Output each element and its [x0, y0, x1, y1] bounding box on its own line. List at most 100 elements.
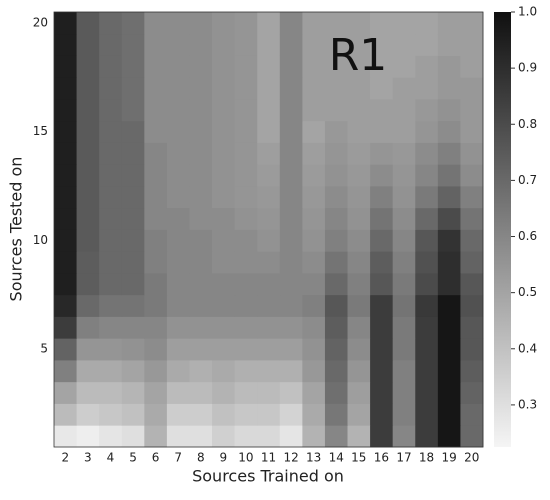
heatmap-cell — [212, 207, 236, 230]
y-tick-label: 20 — [33, 15, 48, 29]
heatmap-cell — [257, 273, 281, 296]
heatmap-cell — [415, 425, 439, 448]
heatmap-cell — [392, 142, 416, 165]
heatmap-cell — [392, 425, 416, 448]
heatmap-cell — [99, 251, 123, 274]
heatmap-cell — [324, 55, 348, 78]
heatmap-cell — [415, 186, 439, 209]
heatmap-cell — [54, 55, 77, 78]
heatmap-cell — [302, 316, 326, 339]
heatmap-cell — [76, 12, 100, 35]
heatmap-cell — [347, 186, 371, 209]
heatmap-cell — [99, 403, 123, 426]
heatmap-cell — [324, 186, 348, 209]
heatmap-cell — [370, 425, 394, 448]
heatmap-cell — [347, 403, 371, 426]
heatmap-cell — [302, 77, 326, 100]
heatmap-cell — [166, 294, 190, 317]
x-tick-label: 15 — [351, 451, 366, 465]
heatmap-cell — [76, 425, 100, 448]
heatmap-cell — [212, 229, 236, 252]
heatmap-cell — [347, 381, 371, 404]
heatmap-cell — [99, 294, 123, 317]
heatmap-cell — [54, 33, 77, 56]
heatmap-cell — [460, 360, 484, 383]
heatmap-cell — [392, 229, 416, 252]
heatmap-cell — [166, 360, 190, 383]
heatmap-cell — [415, 381, 439, 404]
heatmap-cell — [99, 55, 123, 78]
colorbar-tick-label: 0.6 — [518, 229, 537, 243]
heatmap-cell — [370, 55, 394, 78]
heatmap-cell — [166, 33, 190, 56]
heatmap-cell — [99, 207, 123, 230]
heatmap-cell — [189, 12, 213, 35]
heatmap-cell — [279, 12, 303, 35]
heatmap-cell — [54, 164, 77, 187]
heatmap-cell — [279, 273, 303, 296]
heatmap-cell — [212, 33, 236, 56]
heatmap-cell — [54, 403, 77, 426]
heatmap-cell — [121, 403, 145, 426]
heatmap-cell — [99, 120, 123, 143]
heatmap-cell — [370, 33, 394, 56]
heatmap-cell — [370, 207, 394, 230]
heatmap-cell — [212, 77, 236, 100]
heatmap-cell — [279, 99, 303, 122]
heatmap-cell — [302, 99, 326, 122]
heatmap-cell — [234, 55, 258, 78]
heatmap-cell — [324, 12, 348, 35]
heatmap-cell — [144, 120, 168, 143]
heatmap-cell — [166, 77, 190, 100]
heatmap-cell — [144, 338, 168, 361]
heatmap-cell — [166, 229, 190, 252]
heatmap-cell — [437, 12, 461, 35]
heatmap-cell — [212, 425, 236, 448]
heatmap-cell — [166, 120, 190, 143]
heatmap-cell — [460, 164, 484, 187]
heatmap-cell — [121, 381, 145, 404]
heatmap-cell — [324, 251, 348, 274]
heatmap-cell — [302, 120, 326, 143]
heatmap-cell — [347, 120, 371, 143]
heatmap-cell — [437, 273, 461, 296]
heatmap-cell — [54, 142, 77, 165]
heatmap-cell — [347, 77, 371, 100]
heatmap-cell — [370, 12, 394, 35]
heatmap-cell — [234, 33, 258, 56]
heatmap-cell — [415, 120, 439, 143]
heatmap-cell — [76, 229, 100, 252]
heatmap-cell — [76, 99, 100, 122]
heatmap-cell — [437, 316, 461, 339]
heatmap-cell — [189, 77, 213, 100]
heatmap-cell — [189, 186, 213, 209]
heatmap-cell — [54, 120, 77, 143]
x-tick-label: 14 — [329, 451, 344, 465]
heatmap-cell — [415, 273, 439, 296]
heatmap-cell — [302, 294, 326, 317]
heatmap-cell — [302, 273, 326, 296]
heatmap-cell — [234, 164, 258, 187]
heatmap-cell — [415, 338, 439, 361]
heatmap-cell — [189, 273, 213, 296]
heatmap-cell — [460, 207, 484, 230]
heatmap-cell — [76, 55, 100, 78]
heatmap-cell — [212, 120, 236, 143]
heatmap-cell — [324, 425, 348, 448]
heatmap-cell — [302, 425, 326, 448]
heatmap-cell — [415, 229, 439, 252]
heatmap-cell — [121, 338, 145, 361]
heatmap-cell — [76, 142, 100, 165]
heatmap-cell — [121, 273, 145, 296]
colorbar-tick-label: 1.0 — [518, 5, 537, 19]
heatmap-cell — [437, 360, 461, 383]
heatmap-cell — [370, 229, 394, 252]
heatmap-cell — [460, 99, 484, 122]
heatmap-cell — [144, 273, 168, 296]
heatmap-cell — [166, 273, 190, 296]
y-tick-label: 10 — [33, 233, 48, 247]
heatmap-cell — [234, 360, 258, 383]
heatmap-cell — [121, 99, 145, 122]
heatmap-cell — [392, 186, 416, 209]
heatmap-cell — [99, 316, 123, 339]
